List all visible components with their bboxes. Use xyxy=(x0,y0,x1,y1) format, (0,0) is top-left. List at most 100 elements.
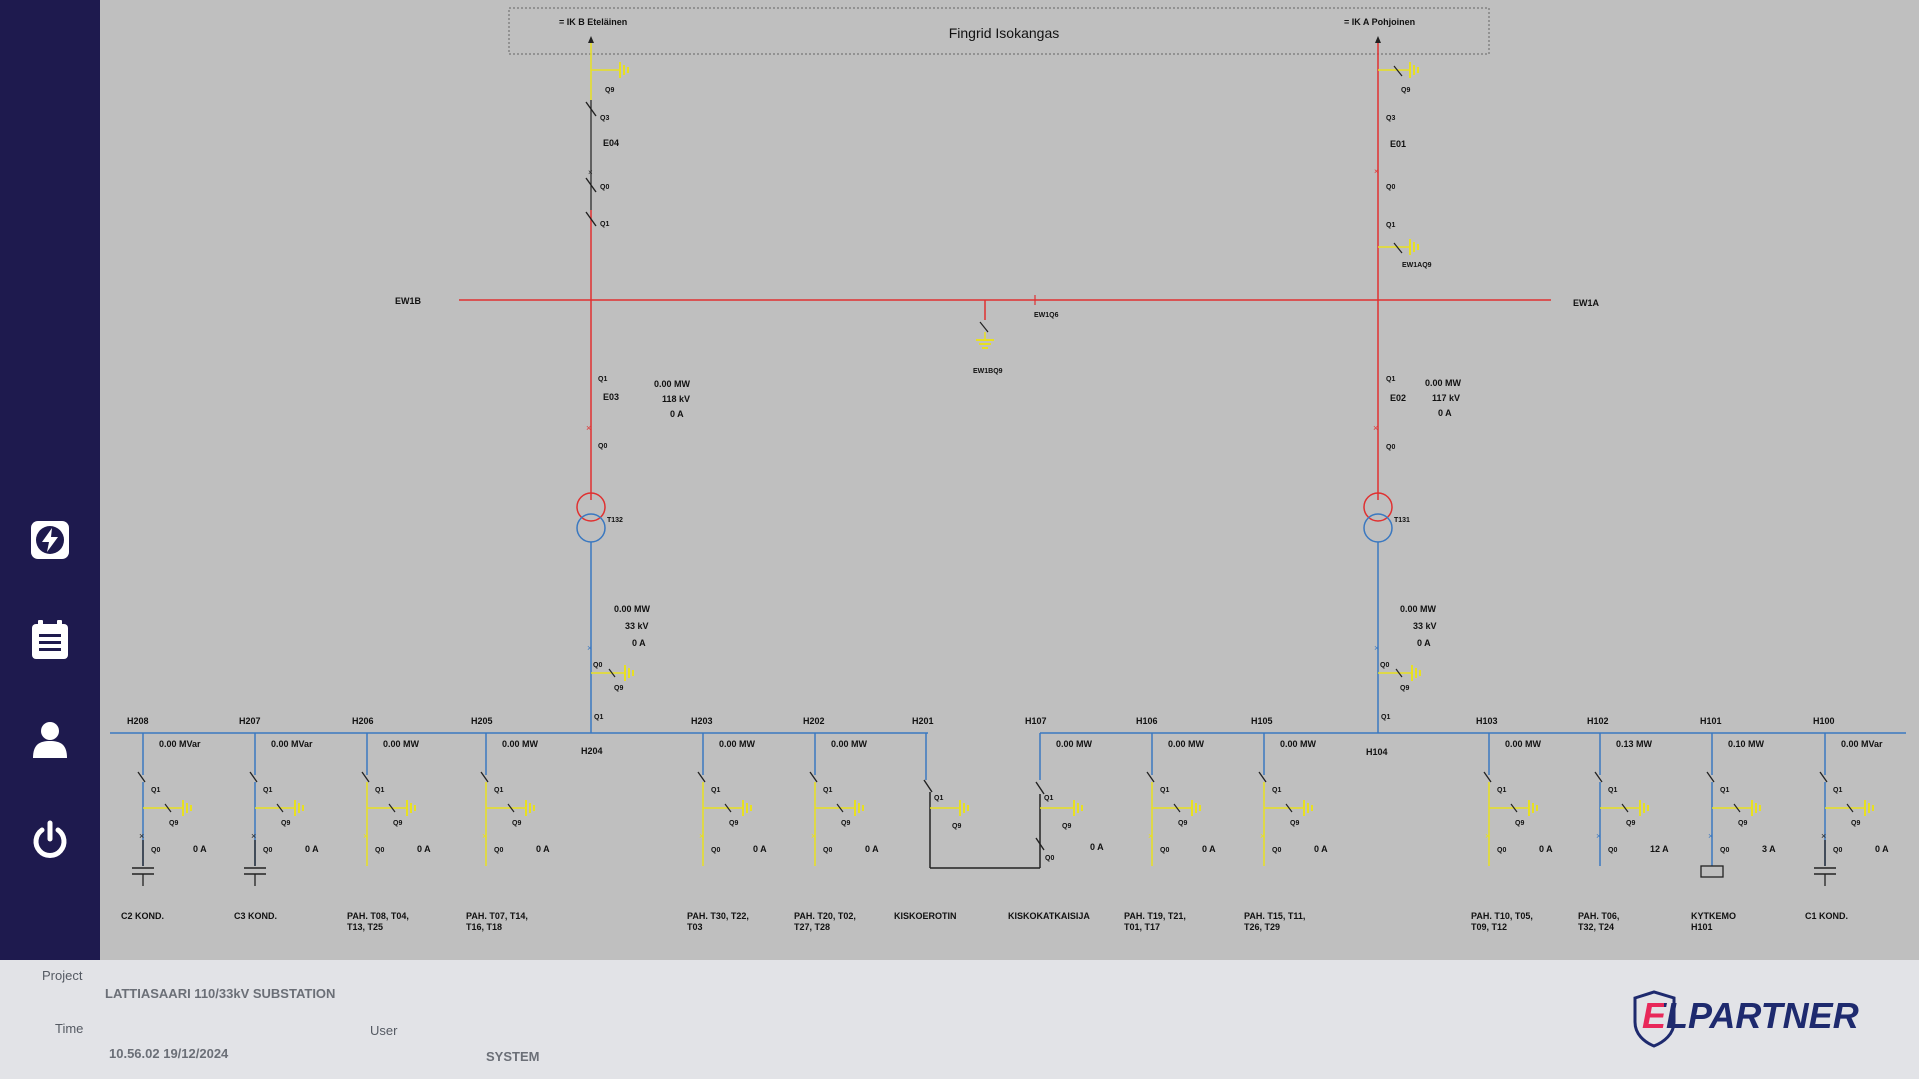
svg-text:0.00 MW: 0.00 MW xyxy=(1400,604,1437,614)
disconnector-icon[interactable] xyxy=(480,771,489,783)
transformer-hv-winding-icon[interactable] xyxy=(1363,492,1393,522)
feeder-h103[interactable]: H103 0.00 MW Q1 Q9 × Q0 0 A PAH. T10, T05,T09, … xyxy=(1471,716,1553,932)
sidebar-button-logout[interactable] xyxy=(30,820,70,860)
breaker-icon[interactable]: × xyxy=(1596,831,1601,841)
disconnector-icon[interactable] xyxy=(809,771,818,783)
breaker-icon[interactable]: × xyxy=(251,831,256,841)
earth-switch-icon[interactable] xyxy=(1303,800,1313,816)
feeder-h202[interactable]: H202 0.00 MW Q1 Q9 × Q0 0 A PAH. T20, T02,T27, … xyxy=(794,716,879,932)
earth-switch-icon[interactable] xyxy=(1411,665,1421,681)
disconnector-icon[interactable] xyxy=(585,101,597,117)
feeder-id: H100 xyxy=(1813,716,1835,726)
breaker-icon[interactable]: × xyxy=(1373,423,1378,433)
incoming-right-label: = IK A Pohjoinen xyxy=(1344,17,1415,27)
feeder-h206[interactable]: H206 0.00 MW Q1 Q9 × Q0 0 A PAH. T08, T04,T13, … xyxy=(347,716,431,932)
earth-switch-icon[interactable] xyxy=(1528,800,1538,816)
earth-switch-icon[interactable] xyxy=(854,800,864,816)
earth-switch-icon[interactable] xyxy=(294,800,304,816)
disconnector-icon[interactable] xyxy=(249,771,258,783)
earth-switch-icon[interactable] xyxy=(1751,800,1761,816)
svg-text:Q1: Q1 xyxy=(598,376,607,383)
busbar-left-label: EW1B xyxy=(395,296,422,306)
feeder-h100[interactable]: H100 0.00 MVar Q1 Q9 × Q0 0 A C1 KOND. xyxy=(1805,716,1889,921)
earth-switch-icon[interactable] xyxy=(1073,800,1083,816)
disconnector-icon[interactable] xyxy=(1035,781,1045,795)
feeder-h208[interactable]: H208 0.00 MVar Q1 Q9 × Q0 0 A C2 KOND. xyxy=(121,716,207,921)
breaker-icon[interactable]: × xyxy=(482,831,487,841)
breaker-icon[interactable]: × xyxy=(1260,831,1265,841)
bus-section-label: H204 xyxy=(581,746,603,756)
earth-switch-icon[interactable] xyxy=(406,800,416,816)
disconnector-icon[interactable] xyxy=(1594,771,1603,783)
breaker-icon[interactable]: × xyxy=(1821,831,1826,841)
earth-switch-icon[interactable] xyxy=(979,321,989,333)
sidebar-button-power-view[interactable] xyxy=(30,520,70,560)
earth-switch-icon[interactable] xyxy=(742,800,752,816)
feeder-measurement: 0.13 MW xyxy=(1616,739,1653,749)
transformer-hv-winding-icon[interactable] xyxy=(576,492,606,522)
disconnector-icon[interactable] xyxy=(697,771,706,783)
feeder-name: PAH. T08, T04, xyxy=(347,911,409,921)
breaker-icon[interactable]: × xyxy=(586,423,591,433)
sidebar-button-user[interactable] xyxy=(30,720,70,760)
svg-text:Q0: Q0 xyxy=(598,443,607,450)
breaker-icon[interactable]: × xyxy=(1374,643,1379,653)
earth-switch-icon[interactable] xyxy=(1409,239,1419,255)
svg-text:Q0: Q0 xyxy=(494,847,503,854)
transformer-bay-e02: Q1 E02 × Q0 0.00 MW 117 kV 0 A T131 0.00… xyxy=(1363,376,1462,757)
svg-text:Q1: Q1 xyxy=(594,714,603,721)
feeder-h207[interactable]: H207 0.00 MVar Q1 Q9 × Q0 0 A C3 KOND. xyxy=(234,716,319,921)
svg-text:Q9: Q9 xyxy=(512,820,521,827)
feeder-h203[interactable]: H203 0.00 MW Q1 Q9 × Q0 0 A PAH. T30, T22,T03 xyxy=(687,716,767,932)
disconnector-icon[interactable] xyxy=(1035,837,1045,851)
earth-switch-icon[interactable] xyxy=(525,800,535,816)
breaker-icon[interactable]: × xyxy=(1148,831,1153,841)
breaker-icon[interactable]: × xyxy=(587,643,592,653)
user-value: SYSTEM xyxy=(486,1049,540,1064)
disconnector-icon[interactable] xyxy=(1819,771,1828,783)
transformer-lv-winding-icon[interactable] xyxy=(1363,513,1393,543)
earth-switch-icon[interactable] xyxy=(1409,62,1419,78)
feeder-h205[interactable]: H205 0.00 MW Q1 Q9 × Q0 0 A PAH. T07, T14,T16, … xyxy=(466,716,550,932)
disconnector-icon[interactable] xyxy=(1258,771,1267,783)
breaker-icon[interactable]: × xyxy=(139,831,144,841)
earth-switch-icon[interactable] xyxy=(959,800,969,816)
earth-switch-icon[interactable] xyxy=(619,62,629,78)
feeder-h107[interactable]: H107 0.00 MW Q1 Q9 Q0 0 A KISKOKATKAISIJA xyxy=(1008,716,1104,921)
disconnector-icon[interactable] xyxy=(585,211,597,227)
feeder-measurement: 0.00 MW xyxy=(502,739,539,749)
breaker-icon[interactable]: × xyxy=(588,168,593,177)
feeder-h102[interactable]: H102 0.13 MW Q1 Q9 × Q0 12 A PAH. T06,T32, T24 xyxy=(1578,716,1669,932)
earth-switch-icon[interactable] xyxy=(624,665,634,681)
feeder-current: 0 A xyxy=(1539,844,1553,854)
breaker-icon[interactable]: × xyxy=(811,831,816,841)
breaker-icon[interactable]: × xyxy=(1374,167,1379,176)
disconnector-icon[interactable] xyxy=(1483,771,1492,783)
disconnector-icon[interactable] xyxy=(1146,771,1155,783)
breaker-icon[interactable]: × xyxy=(1485,831,1490,841)
feeder-h105[interactable]: H105 0.00 MW Q1 Q9 × Q0 0 A PAH. T15, T11,T26, … xyxy=(1244,716,1328,932)
earth-switch-icon[interactable] xyxy=(182,800,192,816)
breaker-icon[interactable]: × xyxy=(1708,831,1713,841)
feeder-measurement: 0.00 MVar xyxy=(1841,739,1883,749)
disconnector-icon[interactable] xyxy=(585,177,597,193)
feeder-current: 3 A xyxy=(1762,844,1776,854)
svg-text:Q1: Q1 xyxy=(1608,787,1617,794)
feeder-h201[interactable]: H201 Q1 Q9 KISKOEROTIN xyxy=(894,716,1040,921)
earth-switch-icon[interactable] xyxy=(1191,800,1201,816)
disconnector-icon[interactable] xyxy=(137,771,146,783)
earth-switch-icon[interactable] xyxy=(1639,800,1649,816)
feeder-h106[interactable]: H106 0.00 MW Q1 Q9 × Q0 0 A PAH. T19, T21,T01, … xyxy=(1124,716,1216,932)
disconnector-icon[interactable] xyxy=(923,779,933,793)
breaker-icon[interactable]: × xyxy=(699,831,704,841)
sidebar-button-events[interactable] xyxy=(30,620,70,660)
load-box-icon[interactable] xyxy=(1700,865,1724,878)
svg-text:Q0: Q0 xyxy=(1833,847,1842,854)
svg-text:Q9: Q9 xyxy=(281,820,290,827)
breaker-icon[interactable]: × xyxy=(363,831,368,841)
transformer-lv-winding-icon[interactable] xyxy=(576,513,606,543)
disconnector-icon[interactable] xyxy=(361,771,370,783)
disconnector-icon[interactable] xyxy=(1706,771,1715,783)
earth-switch-icon[interactable] xyxy=(1864,800,1874,816)
